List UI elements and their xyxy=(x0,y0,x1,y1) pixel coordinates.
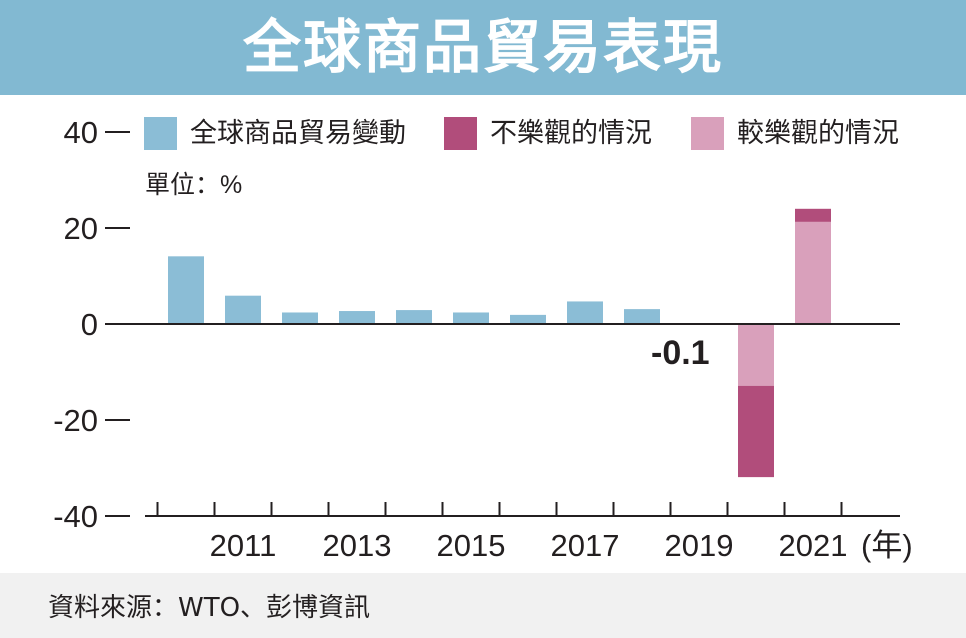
y-tick-label: -40 xyxy=(53,499,98,534)
bar xyxy=(795,221,831,324)
bar xyxy=(738,324,774,386)
x-tick-label: 2021 xyxy=(779,528,848,563)
data-label: -0.1 xyxy=(651,334,710,372)
unit-label: 單位：% xyxy=(145,171,242,199)
source-note: 資料來源：WTO、彭博資訊 xyxy=(48,593,371,623)
bar xyxy=(282,312,318,324)
bar xyxy=(510,314,546,324)
bar xyxy=(339,311,375,324)
x-unit-label: (年) xyxy=(861,528,913,563)
bar xyxy=(624,309,660,324)
bar xyxy=(453,312,489,324)
bar xyxy=(396,310,432,324)
y-tick-label: 40 xyxy=(64,115,98,150)
y-tick-label: -20 xyxy=(53,403,98,438)
y-tick-label: 0 xyxy=(81,307,98,342)
title-banner: 全球商品貿易表現 xyxy=(0,0,966,95)
footer: 資料來源：WTO、彭博資訊 xyxy=(0,573,966,638)
legend-swatch xyxy=(691,117,724,150)
x-tick-label: 2019 xyxy=(665,528,734,563)
legend-label: 不樂觀的情況 xyxy=(490,118,652,148)
legend-swatch xyxy=(444,117,477,150)
legend-swatch xyxy=(144,117,177,150)
x-tick-label: 2011 xyxy=(210,528,277,563)
bar xyxy=(225,295,261,324)
x-tick-label: 2015 xyxy=(437,528,506,563)
legend-label: 較樂觀的情況 xyxy=(737,118,899,148)
x-tick-label: 2013 xyxy=(323,528,392,563)
x-tick-label: 2017 xyxy=(551,528,620,563)
legend-label: 全球商品貿易變動 xyxy=(190,118,406,148)
bar xyxy=(168,256,204,324)
y-tick-label: 20 xyxy=(64,211,98,246)
chart-title: 全球商品貿易表現 xyxy=(242,13,723,81)
chart-area: 全球商品貿易變動 不樂觀的情況 較樂觀的情況單位：% 40 20 0 -20 -40 -0.1 2… xyxy=(0,95,966,573)
bar xyxy=(567,301,603,324)
